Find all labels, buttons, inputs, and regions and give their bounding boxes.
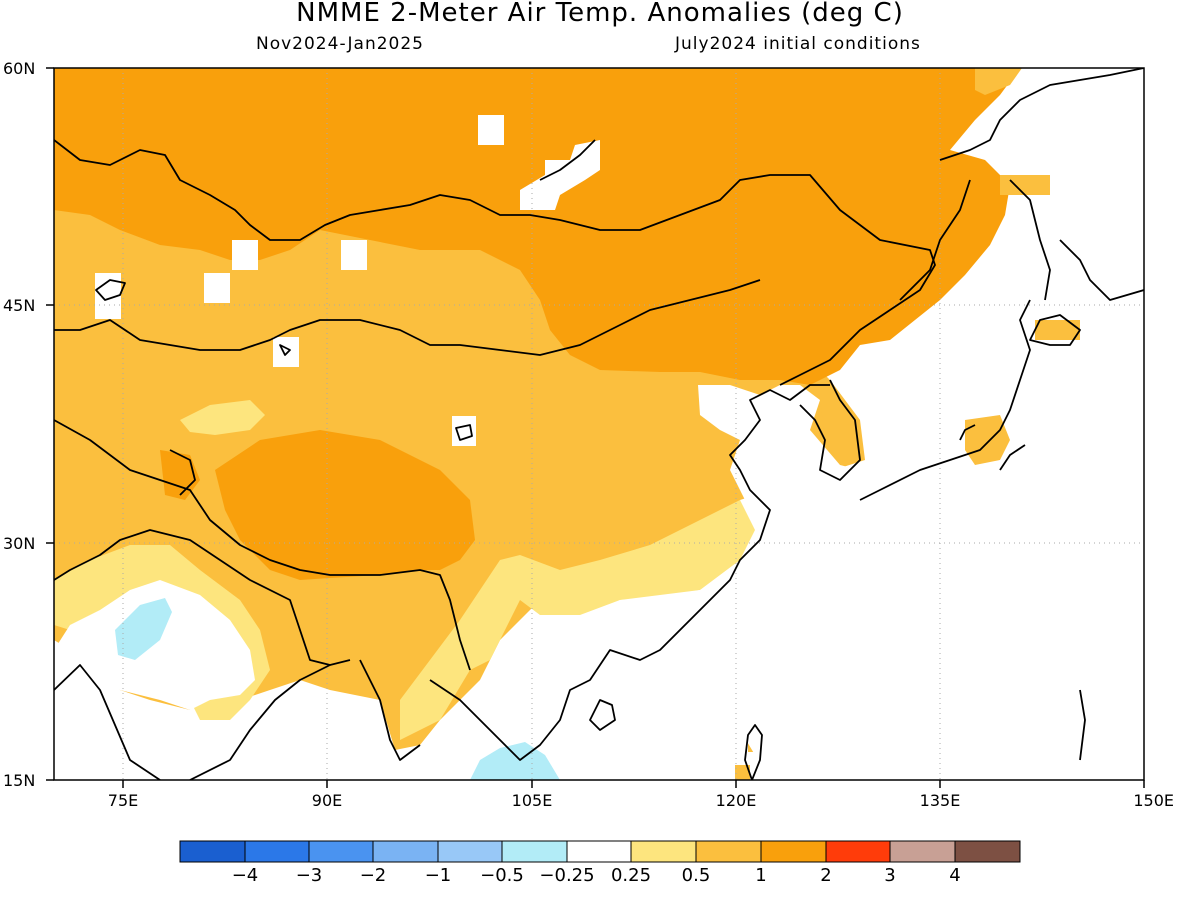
lat-label-30n: 30N (3, 534, 35, 553)
lake-cell (452, 416, 476, 446)
lake-cell (273, 337, 299, 367)
plot-frame (53, 67, 1145, 781)
colorbar-swatch (825, 840, 891, 863)
lon-label-135e: 135E (920, 791, 961, 810)
region-hokkaido-patch (1035, 320, 1080, 340)
region-korea-patch (820, 400, 860, 465)
lake-cell (478, 115, 504, 145)
colorbar: −4 −3 −2 −1 −0.5 −0.25 0.25 0.5 1 2 3 4 (179, 840, 1021, 886)
coastlines-borders (54, 68, 1144, 780)
region-luzon-patch (735, 765, 750, 780)
colorbar-label: 2 (820, 865, 831, 886)
colorbar-swatch (501, 840, 568, 863)
colorbar-swatch (179, 840, 246, 863)
colorbar-label: 0.5 (682, 865, 711, 886)
colorbar-swatch (372, 840, 439, 863)
region-okhotsk-patch (975, 68, 1022, 95)
lon-label-120e: 120E (716, 791, 757, 810)
colorbar-label: −0.5 (480, 865, 524, 886)
anomaly-fill-layer (54, 68, 1144, 780)
region-tarim-patch (180, 400, 265, 435)
grid-lines (54, 68, 1144, 780)
colorbar-swatch (760, 840, 827, 863)
colorbar-label: −0.25 (539, 865, 594, 886)
region-japan-patch (965, 415, 1010, 465)
colorbar-label: −1 (425, 865, 452, 886)
colorbar-swatch (244, 840, 310, 863)
region-indochina-cool-patch (470, 742, 560, 780)
region-india-neutral (54, 580, 255, 710)
white-sea-area (580, 380, 1144, 780)
map-title: NMME 2-Meter Air Temp. Anomalies (deg C) (296, 0, 904, 28)
lon-label-105e: 105E (512, 791, 553, 810)
colorbar-label: −3 (296, 865, 323, 886)
colorbar-swatch (308, 840, 374, 863)
lake-baikal-cells (520, 140, 600, 210)
lon-label-150e: 150E (1133, 791, 1174, 810)
forecast-period: Nov2024-Jan2025 (256, 34, 424, 54)
colorbar-swatch (695, 840, 762, 863)
colorbar-label: −4 (232, 865, 259, 886)
colorbar-swatch (889, 840, 956, 863)
region-sakhalin-patch (1000, 175, 1050, 195)
lat-label-45n: 45N (3, 296, 35, 315)
colorbar-swatch (437, 840, 503, 863)
lat-label-60n: 60N (3, 59, 35, 78)
initial-conditions: July2024 initial conditions (675, 34, 921, 54)
lon-label-90e: 90E (312, 791, 342, 810)
region-south-china-band (400, 500, 760, 740)
lon-label-75e: 75E (108, 791, 138, 810)
colorbar-swatch (954, 840, 1021, 863)
lake-cell (204, 273, 230, 303)
lat-label-15n: 15N (3, 771, 35, 790)
colorbar-swatch (566, 840, 632, 863)
lake-cell (232, 240, 258, 270)
colorbar-label: 1 (755, 865, 766, 886)
colorbar-label: −2 (360, 865, 387, 886)
colorbar-label: 3 (884, 865, 895, 886)
colorbar-label: 4 (949, 865, 960, 886)
region-siberia-mongolia (54, 68, 1020, 385)
region-india-cool-patch (115, 598, 172, 660)
tick-marks (46, 67, 1145, 788)
colorbar-swatch (630, 840, 697, 863)
lake-cell (341, 240, 367, 270)
colorbar-label: 0.25 (611, 865, 651, 886)
